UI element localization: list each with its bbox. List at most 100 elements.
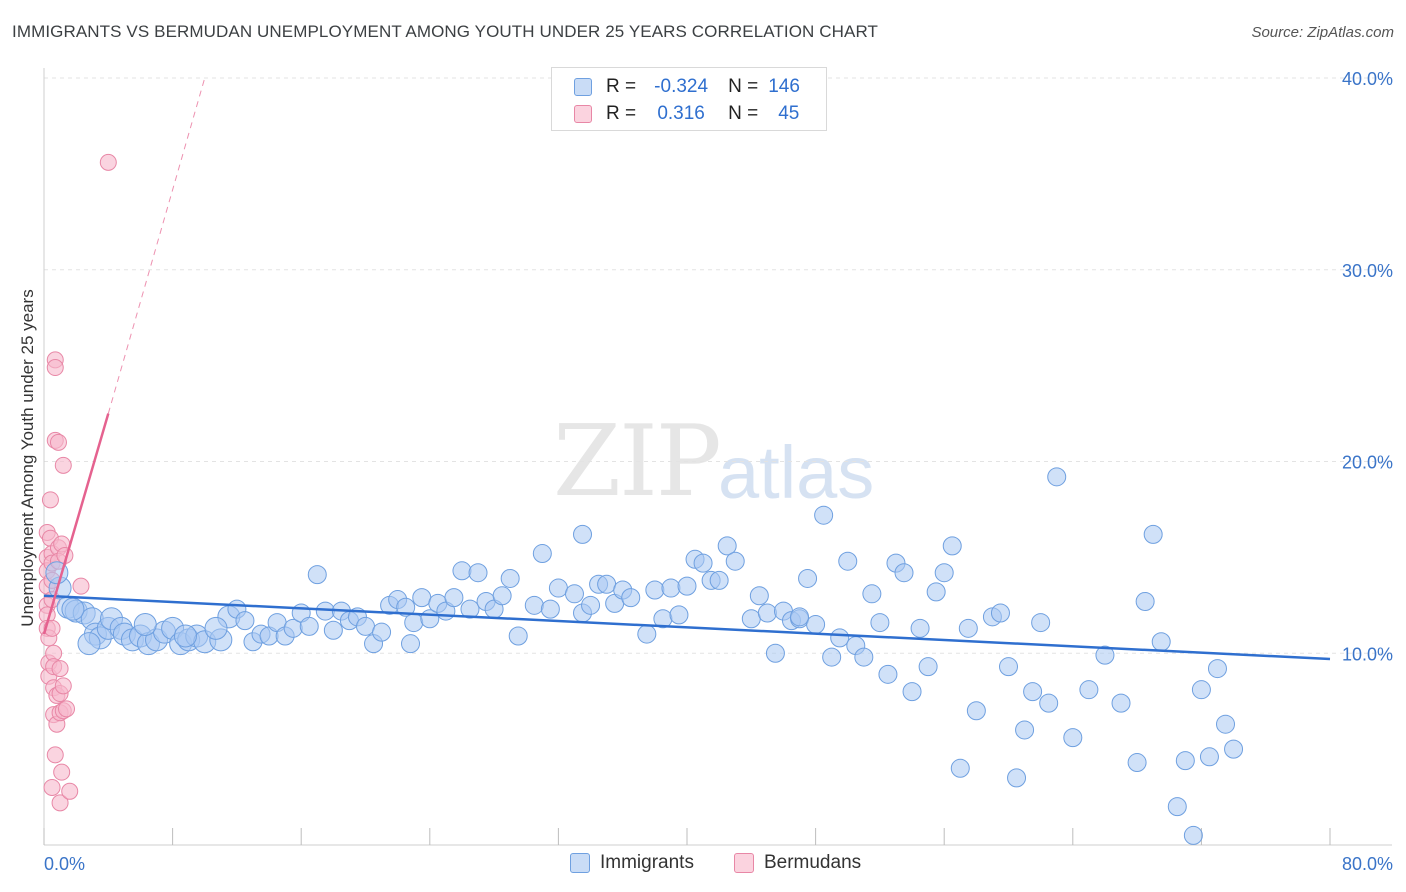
immigrants-point [1111,693,1131,713]
series-legend: Immigrants Bermudans [570,852,861,874]
legend-r-value: -0.324 [654,76,709,97]
immigrants-point [323,620,343,640]
immigrants-points [45,467,1244,845]
immigrants-point [725,551,745,571]
immigrants-point [717,536,737,556]
immigrants-point [870,613,890,633]
immigrants-point [404,613,424,633]
immigrants-point [532,544,552,564]
bermudans-point [72,577,90,595]
immigrants-swatch [570,853,590,873]
immigrants-point [669,605,689,625]
bermudans-point [54,456,72,474]
immigrants-point [444,588,464,608]
y-axis-label: Unemployment Among Youth under 25 years [18,289,37,626]
immigrants-point [173,624,197,648]
immigrants-point [396,597,416,617]
immigrants-point [1199,747,1219,767]
immigrants-point [133,612,157,636]
immigrants-point [902,682,922,702]
immigrants-point [958,618,978,638]
bermudans-legend-label: Bermudans [763,852,862,873]
immigrants-point [894,563,914,583]
grid-lines [44,77,1392,654]
immigrants-point [1224,739,1244,759]
immigrants-point [934,563,954,583]
immigrants-point [401,634,421,654]
immigrants-point [637,624,657,644]
immigrants-point [597,574,617,594]
immigrants-point [926,582,946,602]
immigrants-point [492,586,512,606]
immigrants-point [950,758,970,778]
immigrants-point [1047,467,1067,487]
immigrants-point [661,578,681,598]
y-tick-label: 10.0% [1342,644,1393,664]
bermudans-trend-line [42,413,110,635]
trend-lines [42,77,1331,661]
immigrants-point [806,614,826,634]
immigrants-point [564,584,584,604]
bermudans-point [58,700,76,718]
x-tick-label: 0.0% [44,854,85,874]
immigrants-point [910,618,930,638]
immigrants-point [1127,753,1147,773]
immigrants-point [798,568,818,588]
bermudans-point [49,433,67,451]
legend-r-label: R = [606,76,637,97]
immigrants-point [1063,728,1083,748]
immigrants-legend-label: Immigrants [600,852,694,873]
immigrants-point [854,647,874,667]
bermudans-point [99,153,117,171]
immigrants-point [966,701,986,721]
immigrants-point [749,586,769,606]
bermudans-swatch [733,853,754,873]
immigrants-point [1023,682,1043,702]
immigrants-point [1151,632,1171,652]
immigrants-point [573,524,593,544]
legend-n-label: N = [728,103,759,124]
y-tick-label: 40.0% [1342,69,1393,89]
immigrants-point [1039,693,1059,713]
immigrants-point [581,595,601,615]
immigrants-point [1216,714,1236,734]
y-tick-label: 30.0% [1342,261,1393,281]
immigrants-point [1007,768,1027,788]
legend-n-label: N = [728,76,759,97]
immigrants-point [460,599,480,619]
immigrants-point [1167,797,1187,817]
bermudans-point [46,746,64,764]
immigrants-point [621,588,641,608]
immigrants-point [235,611,255,631]
immigrants-point [1191,680,1211,700]
y-tick-label: 20.0% [1342,453,1393,473]
legend-row-bermudans: R = 0.316 N = 45 [574,101,799,127]
immigrants-point [1015,720,1035,740]
legend-swatch-bermudans [574,105,592,123]
immigrants-point [822,647,842,667]
immigrants-point [1031,613,1051,633]
chart-title: IMMIGRANTS VS BERMUDAN UNEMPLOYMENT AMON… [12,22,879,41]
source-label: Source: ZipAtlas.com [1251,24,1394,41]
immigrants-point [452,561,472,581]
legend-swatch-immigrants [574,78,592,96]
axes [43,68,1392,846]
immigrants-point [765,643,785,663]
bermudans-point [51,660,69,678]
immigrants-point [790,607,810,627]
immigrants-point [356,616,375,636]
immigrants-point [918,657,938,677]
immigrants-point [540,599,560,619]
immigrants-point [77,632,101,656]
bermudans-point [51,794,69,812]
legend-r-value: 0.316 [657,103,705,124]
immigrants-point [838,551,858,571]
bermudans-point [43,778,61,796]
immigrants-point [645,580,665,600]
immigrants-trend-line [43,594,1331,661]
immigrants-point [709,570,729,590]
bermudans-point [61,782,79,800]
immigrants-point [757,603,777,623]
immigrants-point [61,597,85,621]
